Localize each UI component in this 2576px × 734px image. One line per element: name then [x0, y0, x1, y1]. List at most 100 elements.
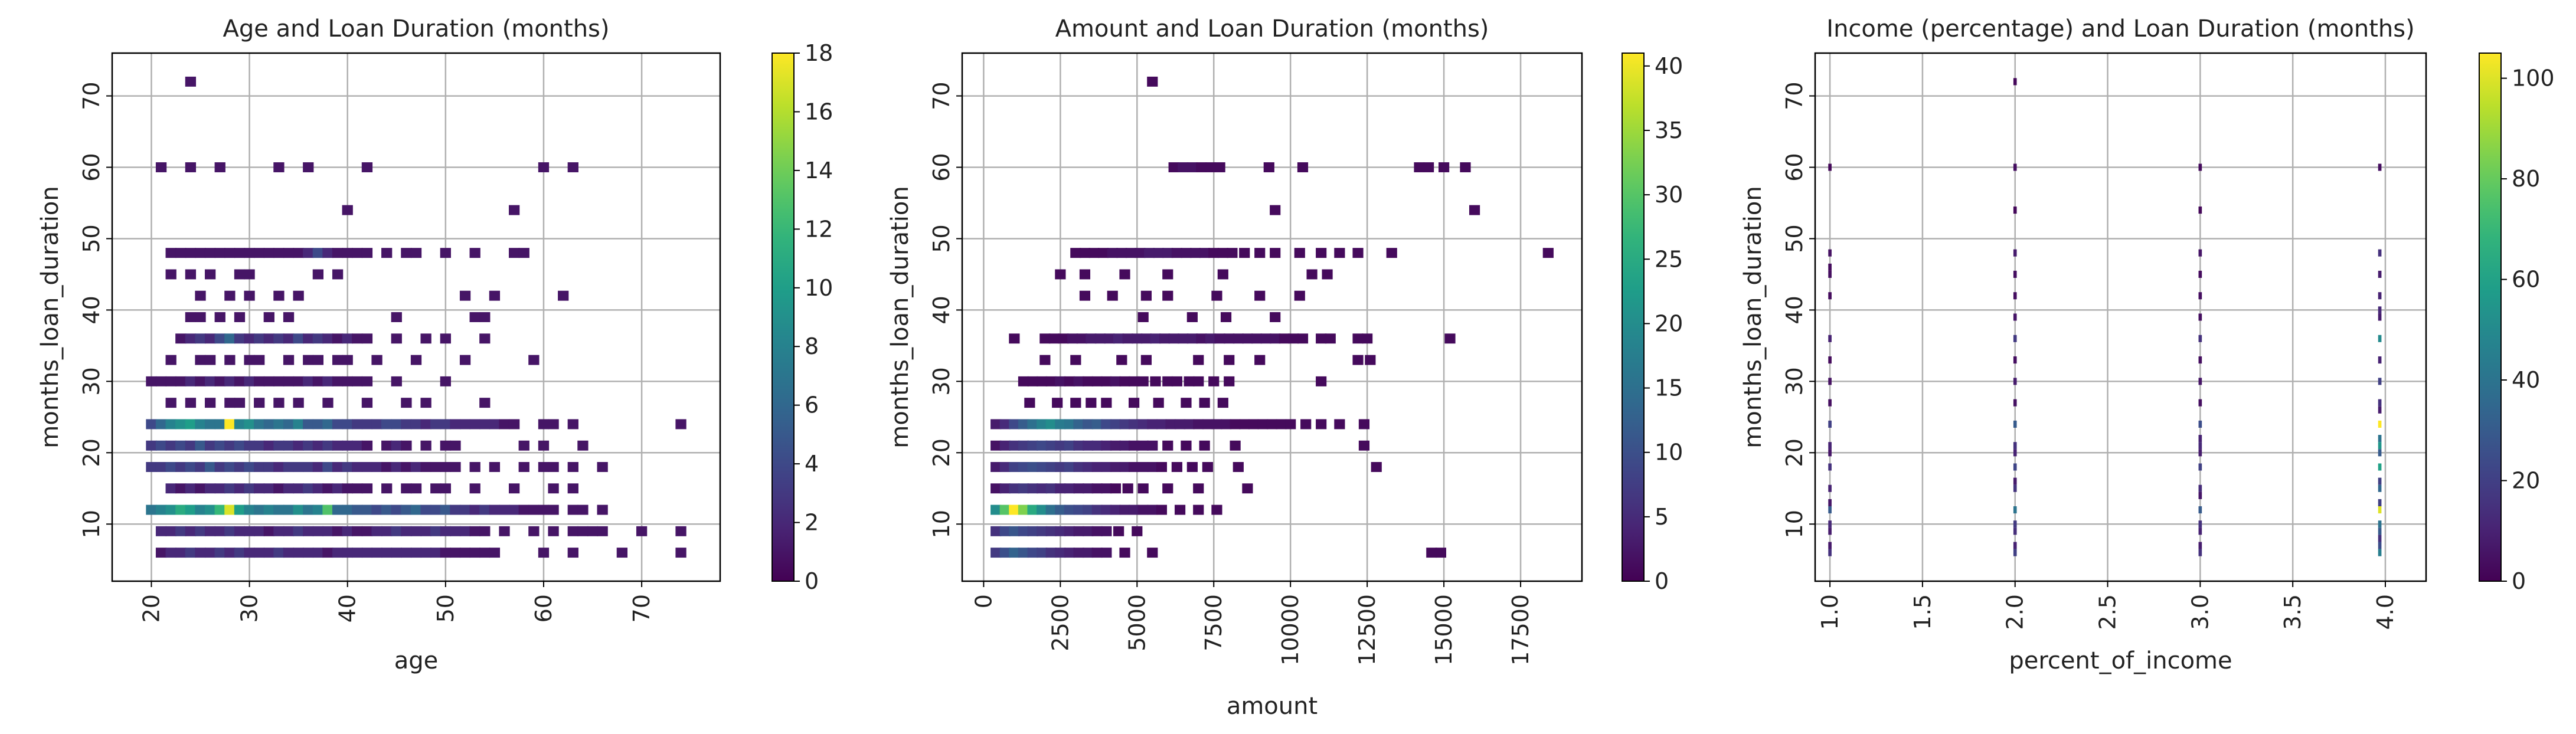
heatmap-cell	[450, 462, 461, 472]
heatmap-cell	[1288, 333, 1299, 344]
heatmap-cell	[1828, 356, 1832, 364]
heatmap-cell	[2013, 506, 2017, 514]
heatmap-cell	[1174, 504, 1186, 515]
colorbar-tick-label: 18	[805, 40, 833, 66]
heatmap-cell	[1828, 463, 1832, 471]
heatmap-cell	[195, 312, 206, 322]
heatmap-cell	[312, 248, 324, 258]
heatmap-cell	[1037, 548, 1048, 558]
heatmap-cell	[352, 483, 363, 494]
heatmap-cell	[401, 462, 412, 472]
heatmap-cell	[361, 376, 373, 386]
heatmap-cell	[2198, 449, 2202, 457]
heatmap-cell	[1186, 162, 1198, 172]
heatmap-cell	[273, 504, 285, 515]
heatmap-cell	[440, 548, 451, 558]
heatmap-cell	[2378, 435, 2382, 443]
heatmap-cell	[234, 333, 246, 344]
heatmap-cell	[538, 548, 550, 558]
heatmap-cell	[312, 419, 324, 430]
heatmap-cell	[538, 462, 550, 472]
colorbar	[772, 53, 795, 582]
heatmap-cell	[1027, 440, 1038, 451]
heatmap-cell	[1027, 419, 1038, 430]
heatmap-cell	[1285, 419, 1296, 430]
heatmap-cell	[1037, 440, 1048, 451]
y-tick-label: 40	[1781, 296, 1807, 324]
heatmap-cell	[2378, 292, 2382, 300]
heatmap-cell	[999, 504, 1011, 515]
heatmap-cell	[381, 483, 393, 494]
y-tick-label: 30	[79, 367, 104, 395]
heatmap-cell	[1828, 163, 1832, 171]
heatmap-cell	[401, 504, 412, 515]
heatmap-cell	[1828, 263, 1832, 271]
heatmap-cell	[244, 440, 255, 451]
heatmap-cell	[146, 462, 157, 472]
heatmap-cell	[1137, 312, 1149, 322]
heatmap-cell	[312, 462, 324, 472]
heatmap-cell	[312, 548, 324, 558]
heatmap-cell	[2378, 520, 2382, 528]
heatmap-cell	[185, 312, 197, 322]
heatmap-cell	[1135, 248, 1146, 258]
heatmap-cell	[1352, 333, 1364, 344]
heatmap-cell	[1270, 312, 1281, 322]
heatmap-cell	[165, 398, 176, 408]
heatmap-cell	[1086, 333, 1097, 344]
heatmap-cell	[381, 419, 393, 430]
heatmap-cell	[2198, 442, 2202, 450]
heatmap-cell	[1073, 376, 1084, 386]
heatmap-cell	[322, 504, 334, 515]
heatmap-cell	[175, 248, 187, 258]
heatmap-cell	[1294, 248, 1305, 258]
heatmap-cell	[361, 419, 373, 430]
heatmap-cell	[165, 483, 176, 494]
heatmap-cell	[293, 548, 304, 558]
heatmap-cell	[214, 483, 225, 494]
heatmap-cell	[283, 355, 295, 365]
heatmap-cell	[1070, 398, 1081, 408]
heatmap-cell	[440, 376, 451, 386]
heatmap-cell	[1067, 333, 1078, 344]
heatmap-cell	[263, 483, 274, 494]
heatmap-cell	[1137, 504, 1149, 515]
heatmap-cell	[1306, 269, 1318, 280]
heatmap-cell	[303, 162, 314, 172]
heatmap-cell	[322, 248, 334, 258]
heatmap-cell	[273, 526, 285, 536]
heatmap-cell	[2378, 506, 2382, 514]
heatmap-cell	[1098, 248, 1109, 258]
heatmap-cell	[1414, 162, 1425, 172]
heatmap-cell	[1251, 333, 1263, 344]
heatmap-cell	[577, 504, 589, 515]
heatmap-cell	[1128, 504, 1140, 515]
heatmap-cell	[185, 462, 197, 472]
heatmap-cell	[195, 248, 206, 258]
heatmap-cell	[2378, 442, 2382, 450]
heatmap-cell	[1055, 462, 1066, 472]
heatmap-cell	[185, 419, 197, 430]
colorbar-tick-label: 35	[1655, 117, 1683, 143]
heatmap-cell	[2013, 549, 2017, 556]
heatmap-cell	[185, 504, 197, 515]
heatmap-cell	[1110, 419, 1121, 430]
heatmap-cell	[1128, 462, 1140, 472]
heatmap-cell	[1083, 504, 1094, 515]
heatmap-cell	[234, 483, 246, 494]
heatmap-cell	[420, 333, 431, 344]
heatmap-cell	[195, 290, 206, 301]
heatmap-cell	[2378, 249, 2382, 257]
heatmap-cell	[185, 440, 197, 451]
heatmap-cell	[479, 526, 491, 536]
heatmap-cell	[538, 162, 550, 172]
heatmap-cell	[1294, 290, 1305, 301]
plot-frame	[1814, 52, 2427, 582]
x-tick-label: 30	[237, 594, 263, 622]
heatmap-cell	[352, 440, 363, 451]
heatmap-cell	[322, 333, 334, 344]
heatmap-cell	[1009, 333, 1020, 344]
heatmap-cell	[1828, 399, 1832, 407]
heatmap-cell	[2378, 399, 2382, 407]
heatmap-cell	[234, 248, 246, 258]
